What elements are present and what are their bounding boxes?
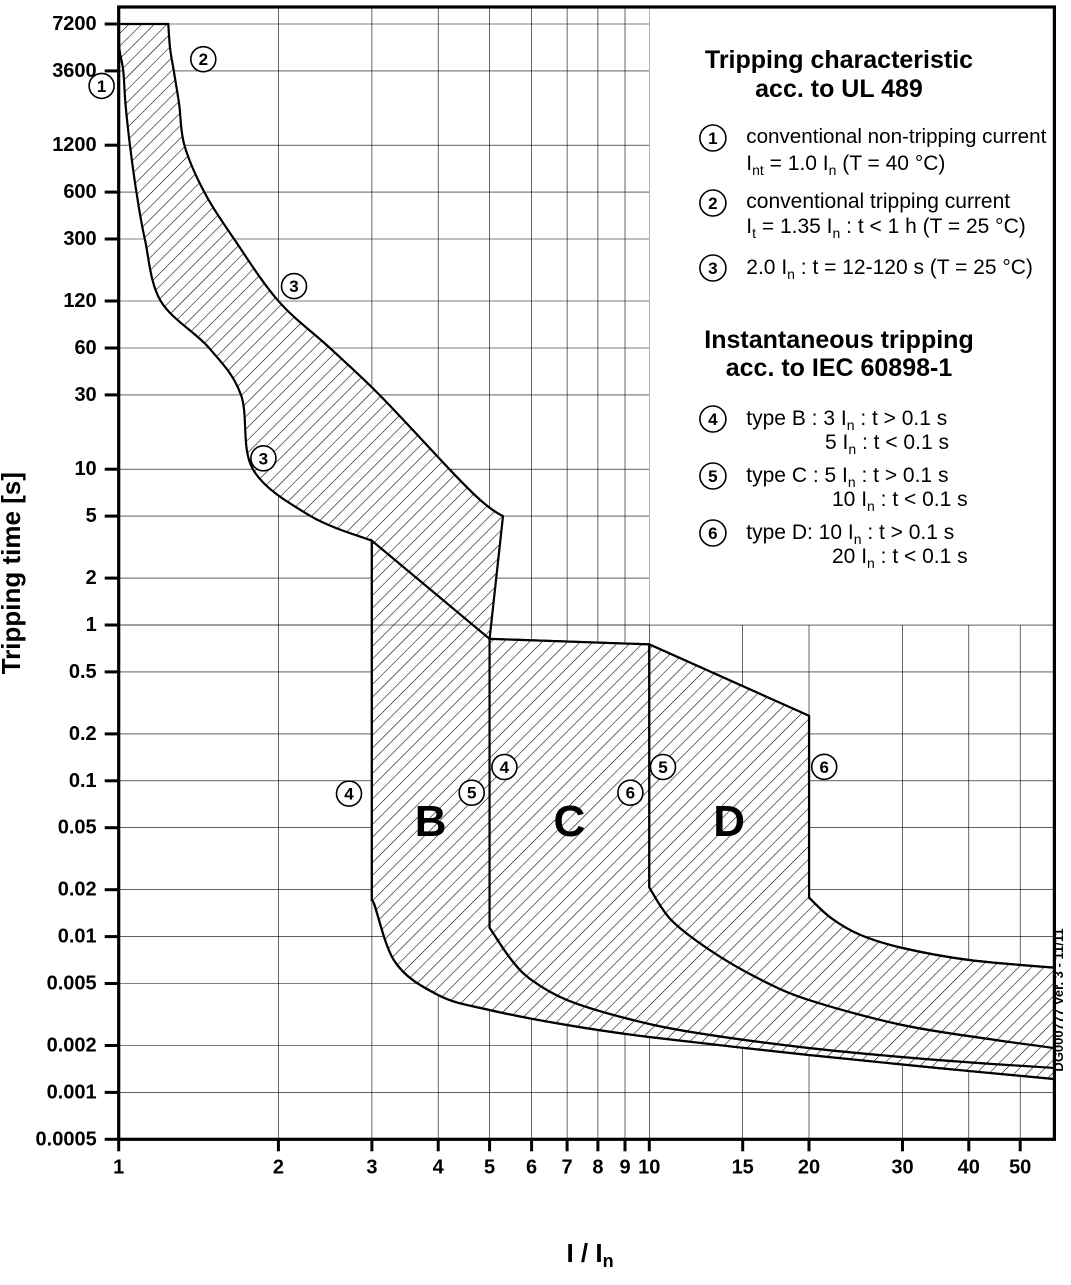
svg-text:Int = 1.0 In (T = 40 °C): Int = 1.0 In (T = 40 °C) — [746, 152, 945, 178]
svg-text:300: 300 — [63, 228, 96, 250]
svg-text:It = 1.35 In : t < 1 h (T =: It = 1.35 In : t < 1 h (T = 25 °C) — [746, 215, 1025, 241]
svg-text:0.05: 0.05 — [58, 817, 97, 839]
svg-text:conventional tripping current: conventional tripping current — [746, 190, 1010, 213]
svg-text:5: 5 — [708, 467, 717, 486]
svg-text:C: C — [554, 797, 586, 846]
svg-text:30: 30 — [891, 1156, 913, 1178]
svg-text:2: 2 — [86, 567, 97, 589]
svg-text:0.01: 0.01 — [58, 926, 97, 948]
svg-text:5: 5 — [484, 1156, 495, 1178]
svg-text:B: B — [415, 797, 447, 846]
svg-text:DG000777 Ver. 3 - 11/11: DG000777 Ver. 3 - 11/11 — [1051, 928, 1066, 1071]
svg-text:8: 8 — [592, 1156, 603, 1178]
svg-text:3: 3 — [366, 1156, 377, 1178]
svg-text:6: 6 — [819, 758, 828, 777]
svg-text:40: 40 — [958, 1156, 980, 1178]
svg-text:3: 3 — [708, 259, 717, 278]
svg-text:0.002: 0.002 — [47, 1035, 97, 1057]
svg-text:20 In : t < 0.1 s: 20 In : t < 0.1 s — [832, 545, 968, 571]
svg-text:7: 7 — [562, 1156, 573, 1178]
svg-text:7200: 7200 — [52, 13, 97, 35]
svg-text:acc. to IEC 60898-1: acc. to IEC 60898-1 — [726, 354, 953, 382]
svg-text:10 In : t < 0.1 s: 10 In : t < 0.1 s — [832, 488, 968, 514]
svg-text:0.0005: 0.0005 — [36, 1128, 97, 1150]
svg-text:4: 4 — [708, 410, 718, 429]
svg-text:10: 10 — [638, 1156, 660, 1178]
svg-text:0.2: 0.2 — [69, 723, 97, 745]
svg-text:acc. to UL 489: acc. to UL 489 — [755, 75, 923, 103]
svg-text:2: 2 — [273, 1156, 284, 1178]
svg-text:conventional non-tripping curr: conventional non-tripping current — [746, 126, 1046, 148]
svg-text:15: 15 — [732, 1156, 754, 1178]
svg-text:30: 30 — [74, 384, 96, 406]
svg-text:1: 1 — [113, 1156, 124, 1178]
svg-text:0.005: 0.005 — [47, 973, 97, 995]
svg-text:2: 2 — [199, 50, 208, 69]
svg-text:type C : 5 In : t > 0.1 s: type C : 5 In : t > 0.1 s — [746, 464, 948, 490]
svg-text:5: 5 — [658, 758, 667, 777]
svg-text:6: 6 — [526, 1156, 537, 1178]
svg-text:0.1: 0.1 — [69, 770, 97, 792]
svg-text:Tripping time [s]: Tripping time [s] — [0, 472, 26, 674]
svg-text:120: 120 — [63, 290, 96, 312]
svg-text:600: 600 — [63, 181, 96, 203]
svg-text:Instantaneous tripping: Instantaneous tripping — [704, 326, 973, 354]
svg-text:5 In : t < 0.1 s: 5 In : t < 0.1 s — [825, 431, 949, 457]
svg-text:6: 6 — [708, 524, 717, 543]
svg-text:10: 10 — [74, 458, 96, 480]
svg-text:50: 50 — [1009, 1156, 1031, 1178]
svg-text:0.02: 0.02 — [58, 879, 97, 901]
svg-text:2: 2 — [708, 194, 717, 213]
svg-text:Tripping characteristic: Tripping characteristic — [705, 46, 973, 74]
svg-text:3: 3 — [289, 277, 298, 296]
svg-text:0.5: 0.5 — [69, 661, 97, 683]
svg-text:3600: 3600 — [52, 60, 97, 82]
svg-text:4: 4 — [500, 758, 510, 777]
svg-text:3: 3 — [259, 449, 268, 468]
svg-text:D: D — [713, 797, 745, 846]
svg-text:type D: 10 In : t > 0.1 s: type D: 10 In : t > 0.1 s — [746, 521, 954, 547]
svg-text:1200: 1200 — [52, 134, 97, 156]
svg-text:60: 60 — [74, 337, 96, 359]
svg-text:9: 9 — [619, 1156, 630, 1178]
svg-text:5: 5 — [467, 784, 476, 803]
svg-text:1: 1 — [97, 77, 106, 96]
svg-text:5: 5 — [86, 505, 97, 527]
svg-text:4: 4 — [433, 1156, 445, 1178]
svg-text:6: 6 — [626, 784, 635, 803]
svg-text:4: 4 — [344, 785, 354, 804]
svg-text:0.001: 0.001 — [47, 1081, 97, 1103]
svg-text:1: 1 — [708, 129, 717, 148]
svg-text:20: 20 — [798, 1156, 820, 1178]
svg-text:1: 1 — [86, 614, 97, 636]
